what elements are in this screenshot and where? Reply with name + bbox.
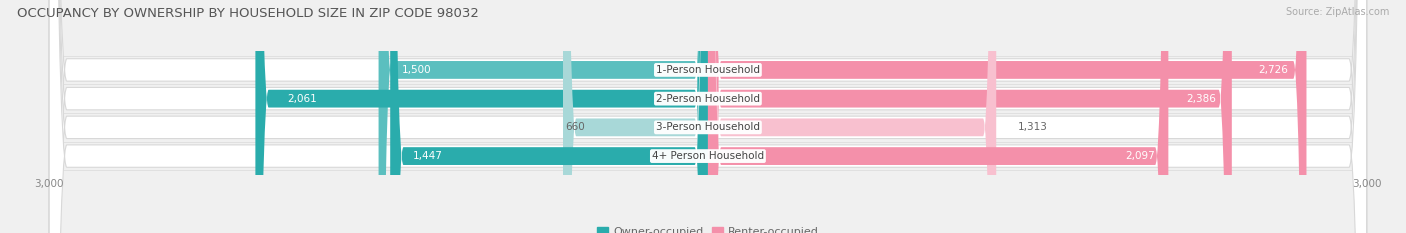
Text: 1,313: 1,313 — [1018, 122, 1047, 132]
FancyBboxPatch shape — [709, 0, 1306, 233]
FancyBboxPatch shape — [562, 0, 709, 233]
Legend: Owner-occupied, Renter-occupied: Owner-occupied, Renter-occupied — [598, 227, 818, 233]
Text: OCCUPANCY BY OWNERSHIP BY HOUSEHOLD SIZE IN ZIP CODE 98032: OCCUPANCY BY OWNERSHIP BY HOUSEHOLD SIZE… — [17, 7, 479, 20]
Text: 2,386: 2,386 — [1187, 94, 1216, 104]
Text: 2,097: 2,097 — [1125, 151, 1154, 161]
Text: 2-Person Household: 2-Person Household — [657, 94, 759, 104]
Text: 660: 660 — [565, 122, 585, 132]
Text: 4+ Person Household: 4+ Person Household — [652, 151, 763, 161]
Text: 1-Person Household: 1-Person Household — [657, 65, 759, 75]
Text: Source: ZipAtlas.com: Source: ZipAtlas.com — [1285, 7, 1389, 17]
FancyBboxPatch shape — [49, 0, 1367, 233]
FancyBboxPatch shape — [709, 0, 1168, 233]
Text: 1,500: 1,500 — [402, 65, 432, 75]
FancyBboxPatch shape — [49, 0, 1367, 233]
Text: 2,061: 2,061 — [287, 94, 316, 104]
FancyBboxPatch shape — [378, 0, 709, 233]
Text: 2,726: 2,726 — [1258, 65, 1288, 75]
Text: 3-Person Household: 3-Person Household — [657, 122, 759, 132]
FancyBboxPatch shape — [49, 0, 1367, 233]
FancyBboxPatch shape — [49, 0, 1367, 233]
FancyBboxPatch shape — [709, 0, 1232, 233]
FancyBboxPatch shape — [256, 0, 709, 233]
FancyBboxPatch shape — [709, 0, 997, 233]
Text: 1,447: 1,447 — [412, 151, 443, 161]
FancyBboxPatch shape — [391, 0, 709, 233]
